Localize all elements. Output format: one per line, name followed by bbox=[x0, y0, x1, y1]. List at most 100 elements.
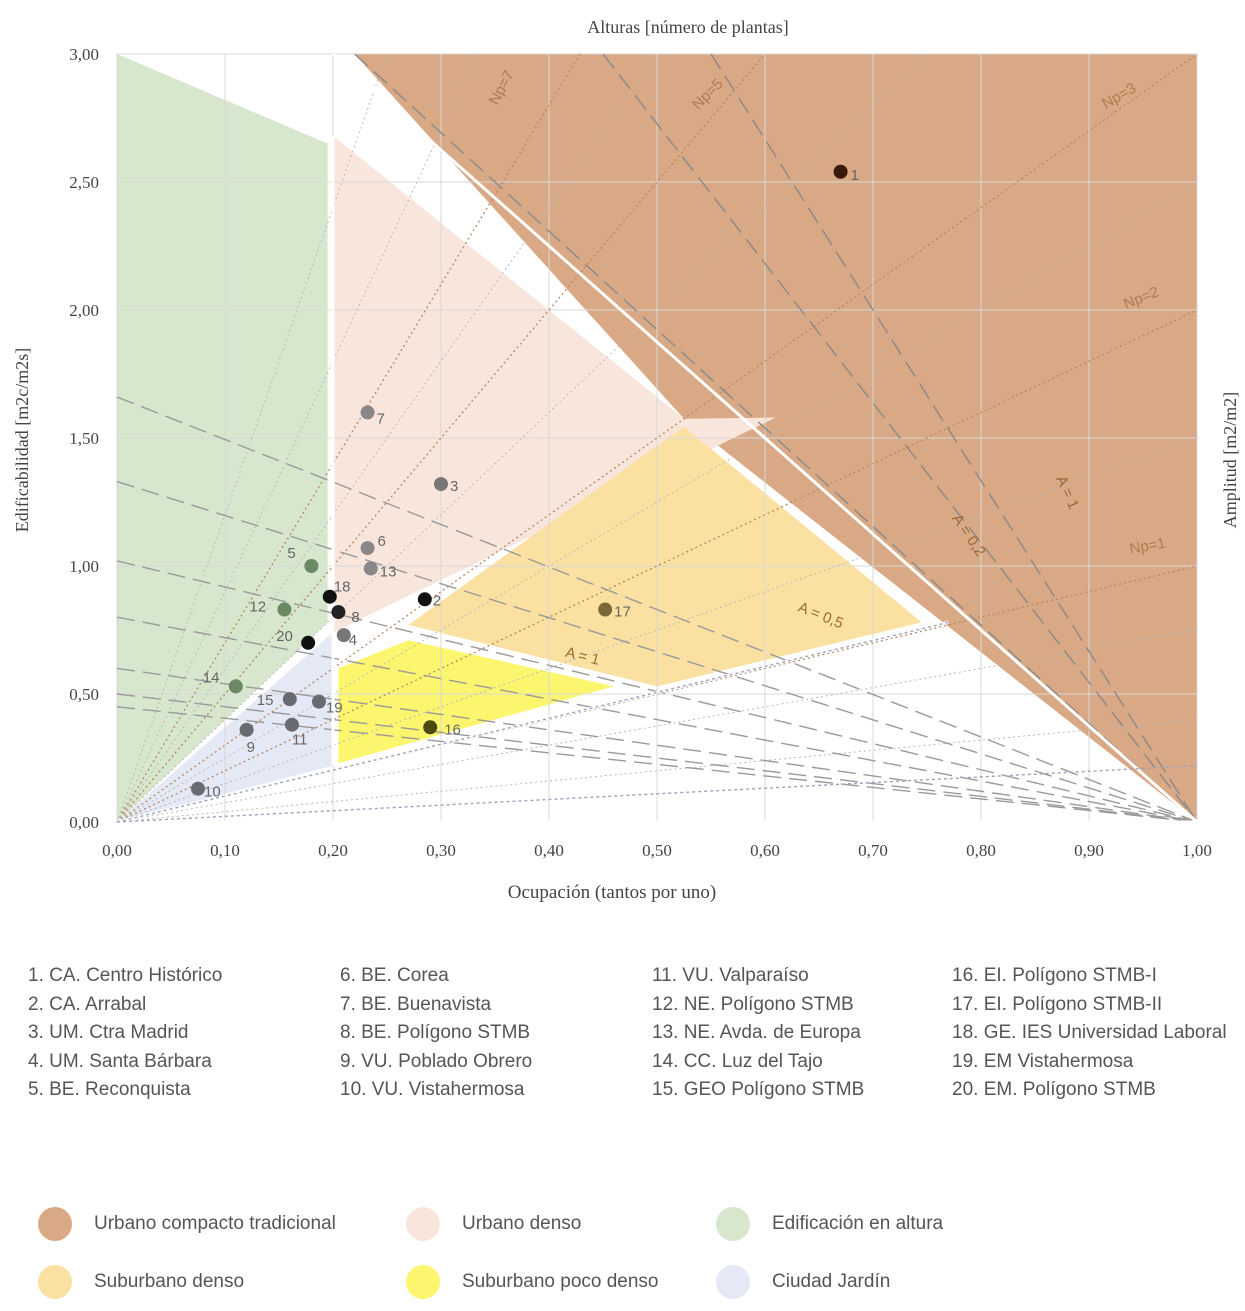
boundary-dotted-line bbox=[116, 621, 949, 823]
data-point-label: 1 bbox=[851, 167, 859, 184]
zone-label: Suburbano denso bbox=[94, 1271, 245, 1292]
data-point-label: 7 bbox=[377, 410, 385, 427]
zone-ciudad-jardin: Ciudad Jardín bbox=[716, 1265, 1016, 1299]
legend-item: 9. VU. Poblado Obrero bbox=[340, 1050, 533, 1072]
data-point bbox=[311, 694, 326, 709]
zone-label: Urbano denso bbox=[462, 1213, 582, 1234]
legend-item: 19. EM Vistahermosa bbox=[952, 1050, 1134, 1072]
x-axis-label: Ocupación (tantos por uno) bbox=[508, 882, 716, 903]
fan-line bbox=[116, 53, 928, 823]
legend-item: 5. BE. Reconquista bbox=[28, 1079, 191, 1100]
data-point-label: 18 bbox=[334, 579, 351, 596]
y-tick-label: 3,00 bbox=[69, 45, 99, 64]
zone-color-swatch bbox=[38, 1265, 72, 1299]
region-boundary bbox=[332, 52, 1198, 824]
x-tick-label: 0,70 bbox=[858, 841, 888, 860]
legend-item: 13. NE. Avda. de Europa bbox=[652, 1022, 861, 1043]
fan-line bbox=[116, 53, 388, 823]
amplitude-line bbox=[116, 396, 1198, 823]
data-point-label: 6 bbox=[378, 533, 386, 550]
data-point bbox=[239, 722, 254, 737]
data-point-label: 20 bbox=[276, 628, 293, 645]
legend-item: 15. GEO Polígono STMB bbox=[652, 1079, 865, 1100]
legend-item: 12. NE. Polígono STMB bbox=[652, 993, 854, 1015]
guide-line-label: Np=1 bbox=[1128, 535, 1167, 558]
data-point-label: 5 bbox=[287, 545, 295, 562]
zone-label: Edificación en altura bbox=[772, 1213, 944, 1234]
zone-label: Ciudad Jardín bbox=[772, 1271, 891, 1292]
scatter-chart: Np=7 Np=5 Np=3Np=2Np=1A = 0,5A = 1A = 0,2A… bbox=[12, 17, 1240, 903]
data-point bbox=[191, 781, 205, 796]
zone-legend: Urbano compacto tradicional Urbano denso… bbox=[38, 1195, 1238, 1311]
y-tick-label: 2,50 bbox=[69, 173, 99, 192]
x-tick-label: 0,60 bbox=[750, 841, 780, 860]
point-legend: 1. CA. Centro Histórico 6. BE. Corea 11. V… bbox=[28, 962, 1245, 1105]
region-suburbano-poco-denso bbox=[338, 640, 614, 764]
np-line bbox=[116, 53, 1198, 823]
x-tick-label: 0,20 bbox=[318, 841, 348, 860]
amplitude-line bbox=[116, 616, 1198, 823]
data-point-label: 4 bbox=[349, 632, 357, 649]
legend-item: 1. CA. Centro Histórico bbox=[28, 965, 223, 986]
data-point bbox=[598, 602, 613, 617]
data-point bbox=[417, 592, 432, 607]
region-urbano-denso bbox=[333, 135, 776, 633]
legend-item: 8. BE. Polígono STMB bbox=[340, 1022, 531, 1043]
legend-item: 4. UM. Santa Bárbara bbox=[28, 1050, 212, 1072]
data-point bbox=[360, 405, 375, 420]
legend-item: 11. VU. Valparaíso bbox=[652, 965, 809, 986]
data-point bbox=[304, 559, 319, 573]
legend-item: 16. EI. Polígono STMB-I bbox=[952, 965, 1157, 986]
fan-line bbox=[116, 719, 1198, 823]
zone-label: Suburbano poco denso bbox=[462, 1271, 659, 1292]
data-point-label: 9 bbox=[247, 739, 255, 756]
legend-item: 20. EM. Polígono STMB bbox=[952, 1079, 1156, 1100]
amplitude-line bbox=[354, 53, 1198, 823]
chart-tick-labels: 0,00 0,10 0,20 0,30 0,40 0,50 0,60 0,70 0,80 0,90… bbox=[69, 45, 1212, 860]
data-point-label: 14 bbox=[203, 669, 220, 686]
zone-color-swatch bbox=[38, 1207, 72, 1241]
data-point-label: 10 bbox=[204, 784, 221, 801]
np-line bbox=[116, 309, 1198, 823]
legend-item: 3. UM. Ctra Madrid bbox=[28, 1022, 189, 1043]
zone-color-swatch bbox=[716, 1265, 750, 1299]
data-point bbox=[423, 720, 438, 735]
chart-title: Alturas [número de plantas] bbox=[587, 17, 788, 37]
data-point bbox=[360, 541, 375, 556]
zone-suburbano-poco-denso: Suburbano poco denso bbox=[406, 1265, 716, 1299]
legend-item: 2. CA. Arrabal bbox=[28, 993, 147, 1015]
x-tick-label: 0,80 bbox=[966, 841, 996, 860]
x-tick-label: 1,00 bbox=[1182, 841, 1212, 860]
fan-line bbox=[116, 53, 478, 823]
x-tick-label: 0,40 bbox=[534, 841, 564, 860]
x-tick-label: 0,90 bbox=[1074, 841, 1104, 860]
data-point bbox=[363, 561, 378, 576]
data-point bbox=[277, 602, 292, 617]
data-point-label: 19 bbox=[326, 700, 343, 717]
fan-line bbox=[116, 181, 1198, 823]
fan-line bbox=[116, 437, 1198, 823]
data-point bbox=[331, 605, 346, 620]
x-tick-label: 0,50 bbox=[642, 841, 672, 860]
data-point bbox=[228, 679, 243, 694]
data-point-label: 16 bbox=[444, 721, 461, 738]
amplitude-line bbox=[602, 53, 1198, 823]
zone-suburbano-denso: Suburbano denso bbox=[38, 1265, 406, 1299]
y-tick-label: 1,50 bbox=[69, 429, 99, 448]
x-tick-label: 0,10 bbox=[210, 841, 240, 860]
amplitude-line bbox=[710, 53, 1198, 823]
data-point bbox=[322, 589, 337, 604]
y2-axis-label: Amplitud [m2/m2] bbox=[1220, 392, 1240, 529]
legend-item: 14. CC. Luz del Tajo bbox=[652, 1050, 823, 1072]
data-point bbox=[282, 692, 297, 707]
legend-item: 10. VU. Vistahermosa bbox=[340, 1079, 525, 1100]
data-point bbox=[833, 164, 848, 179]
zone-color-swatch bbox=[406, 1265, 440, 1299]
y-tick-label: 0,50 bbox=[69, 685, 99, 704]
data-point-label: 3 bbox=[450, 478, 458, 495]
data-point bbox=[284, 717, 299, 732]
legend-item: 17. EI. Polígono STMB-II bbox=[952, 993, 1163, 1015]
zone-color-swatch bbox=[716, 1207, 750, 1241]
data-point-label: 8 bbox=[351, 609, 359, 626]
